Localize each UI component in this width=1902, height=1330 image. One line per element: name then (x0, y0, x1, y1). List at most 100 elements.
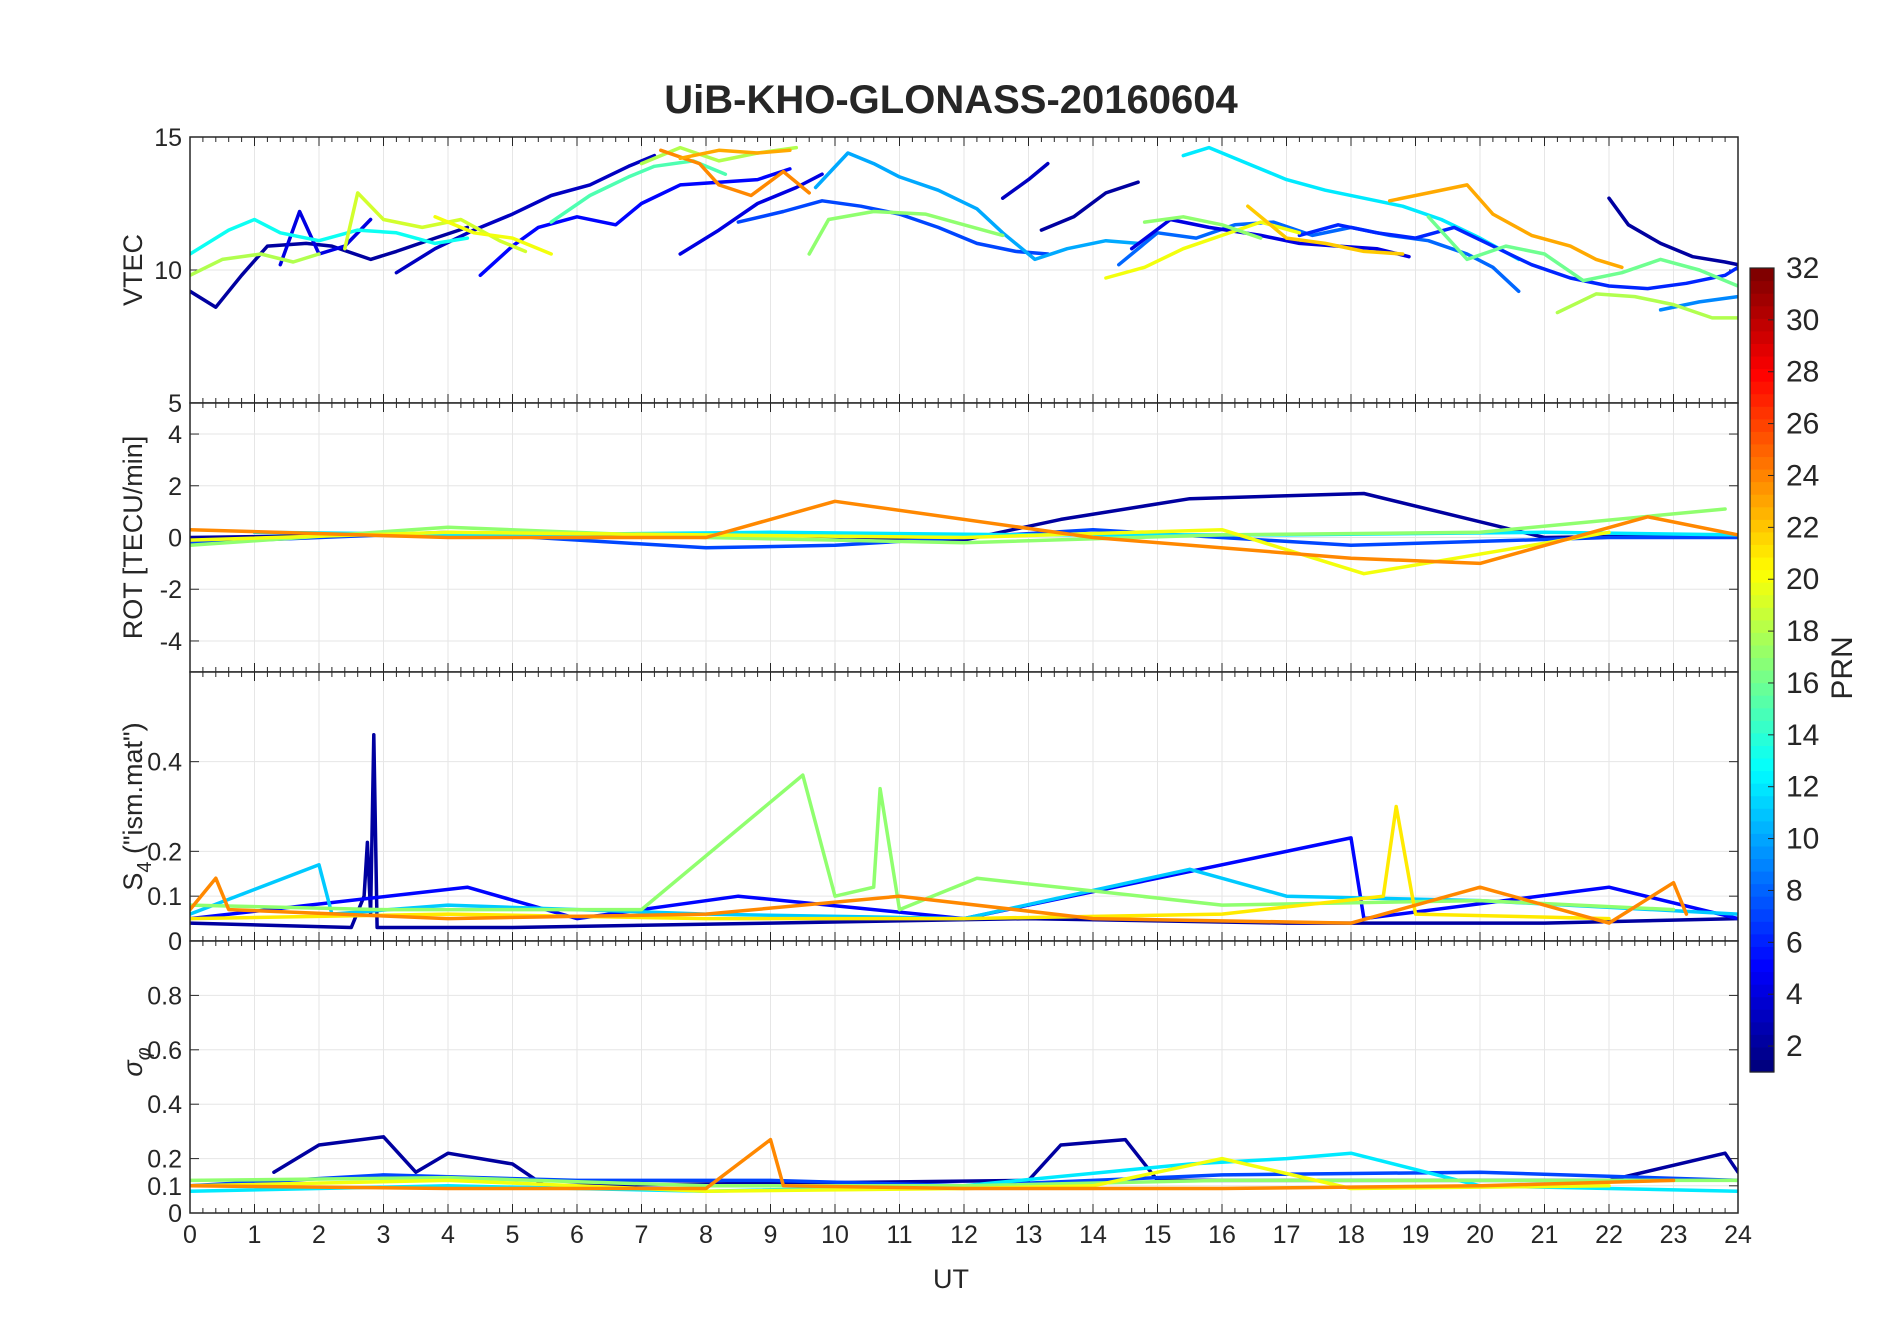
series-group (190, 145, 1738, 320)
series-prn-17 (190, 773, 1676, 912)
series-prn-2 (1039, 180, 1140, 232)
colorbar-frame (1749, 267, 1775, 1073)
colorbar-segment (1750, 1021, 1774, 1035)
series-prn-19 (343, 191, 528, 254)
colorbar-tick-label: 32 (1786, 252, 1819, 285)
colorbar-tick-label: 30 (1786, 304, 1819, 337)
x-tick-labels: 0 1 2 3 4 5 6 7 8 9 10 11 12 13 14 15 16 17 18 19 20 21 22 23 24 (183, 1221, 1752, 1249)
colorbar-segment (1750, 556, 1774, 571)
series-prn-18 (1555, 292, 1738, 320)
colorbar-segment (1750, 280, 1774, 294)
colorbar-segment (1750, 481, 1774, 495)
colorbar-segment (1750, 594, 1774, 608)
y-axis-label: σφ (118, 1047, 155, 1076)
series-prn-20 (433, 215, 553, 256)
series-prn-16 (1426, 215, 1738, 288)
x-tick-label: 17 (1273, 1221, 1301, 1249)
series-prn-23 (1387, 183, 1624, 270)
panel-rot: -4 -2 0 2 4 ROT [TECU/min] (118, 402, 1739, 673)
x-tick-label: 20 (1466, 1221, 1494, 1249)
x-tick-label: 12 (950, 1221, 978, 1249)
colorbar-segment (1750, 531, 1774, 545)
y-tick-label: 0 (168, 928, 182, 956)
series-prn-4 (678, 172, 824, 256)
series-prn-17 (190, 1175, 1738, 1188)
colorbar-segment (1750, 268, 1774, 282)
y-tick-label: -2 (160, 576, 182, 604)
series-prn-24 (190, 876, 1689, 925)
series-prn-3 (1000, 161, 1050, 200)
colorbar-segment (1750, 632, 1774, 646)
colorbar-segment (1750, 456, 1774, 470)
colorbar-segment (1750, 1046, 1774, 1061)
colorbar-segment (1750, 305, 1774, 319)
colorbar-segment (1750, 607, 1774, 621)
colorbar-segment (1750, 318, 1774, 332)
series-prn-24 (190, 499, 1738, 566)
colorbar-tick-label: 20 (1786, 563, 1819, 596)
colorbar-segment (1750, 393, 1774, 407)
colorbar-segment (1750, 996, 1774, 1010)
y-tick-label: 10 (154, 257, 182, 285)
series-prn-2 (1607, 196, 1738, 267)
x-tick-label: 16 (1208, 1221, 1236, 1249)
series-prn-7 (190, 1170, 1738, 1188)
x-tick-label: 21 (1531, 1221, 1559, 1249)
series-prn-18 (190, 252, 321, 278)
y-axis-label: ROT [TECU/min] (118, 436, 148, 640)
x-tick-label: 19 (1402, 1221, 1430, 1249)
colorbar-tick-label: 8 (1786, 874, 1803, 907)
colorbar-tick-label: 26 (1786, 408, 1819, 441)
x-tick-label: 6 (570, 1221, 584, 1249)
colorbar-segment (1750, 381, 1774, 395)
y-tick-label: 15 (154, 124, 182, 152)
colorbar-tick-label: 18 (1786, 615, 1819, 648)
colorbar-tick-label: 14 (1786, 719, 1819, 752)
colorbar-label: PRN (1826, 636, 1859, 699)
series-prn-13 (190, 217, 470, 256)
panel-sigma_phi-frame (189, 940, 1739, 1214)
series-group (190, 733, 1738, 930)
colorbar-tick-label: 2 (1786, 1030, 1803, 1063)
colorbar-segment (1750, 845, 1774, 860)
colorbar-segment (1750, 506, 1774, 520)
x-tick-label: 9 (764, 1221, 778, 1249)
series-prn-17 (1142, 215, 1263, 240)
colorbar-tick-label: 28 (1786, 356, 1819, 389)
colorbar-segment (1750, 682, 1774, 696)
x-tick-label: 22 (1595, 1221, 1623, 1249)
colorbar-segment (1750, 644, 1774, 659)
colorbar-segment (1750, 293, 1774, 307)
colorbar-segment (1750, 469, 1774, 483)
y-tick-label: 0.4 (147, 749, 182, 777)
y-tick-label: -4 (160, 628, 182, 656)
colorbar-segment (1750, 619, 1774, 633)
colorbar-segment (1750, 1009, 1774, 1023)
colorbar-segment (1750, 820, 1774, 834)
colorbar-segment (1750, 368, 1774, 382)
colorbar-segment (1750, 933, 1774, 947)
colorbar-segment (1750, 732, 1774, 746)
x-tick-label: 10 (821, 1221, 849, 1249)
colorbar-segment (1750, 1059, 1774, 1073)
colorbar-segment (1750, 971, 1774, 985)
colorbar-segment (1750, 544, 1774, 558)
y-tick-label: 0 (168, 1200, 182, 1228)
x-tick-label: 14 (1079, 1221, 1107, 1249)
colorbar-segment (1750, 871, 1774, 885)
colorbar-segment (1750, 908, 1774, 922)
y-tick-label: 0.6 (147, 1037, 182, 1065)
series-prn-3 (394, 153, 657, 275)
x-tick-label: 5 (506, 1221, 520, 1249)
colorbar-segment (1750, 569, 1774, 583)
colorbar-segment (1750, 795, 1774, 809)
series-prn-4 (1129, 217, 1411, 259)
colorbar-segment (1750, 783, 1774, 797)
colorbar-segment (1750, 883, 1774, 897)
x-tick-label: 0 (183, 1221, 197, 1249)
series-prn-17 (190, 507, 1727, 548)
series-prn-9 (1658, 294, 1738, 312)
